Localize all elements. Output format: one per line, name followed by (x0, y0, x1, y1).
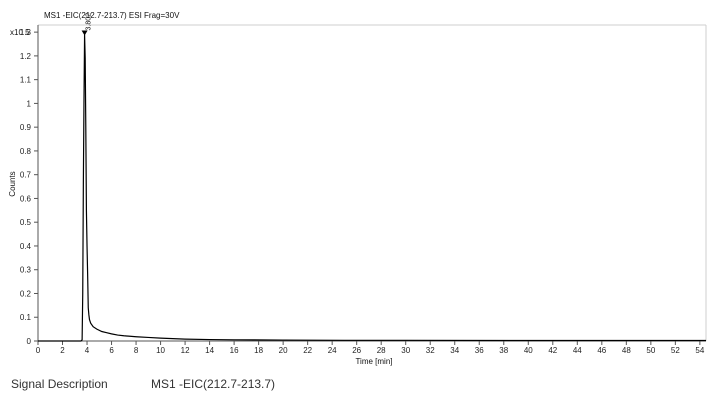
y-tick-label-12: 1.2 (20, 52, 32, 61)
x-tick-label-26: 52 (671, 346, 680, 355)
x-axis-ticks: 0 2 4 6 8 10 12 14 16 18 20 22 24 26 28 30 32 34 36 38 40 42 4… (36, 341, 705, 355)
chart-title: MS1 -EIC(212.7-213.7) ESI Frag=30V (44, 11, 180, 20)
x-tick-label-19: 38 (499, 346, 508, 355)
x-tick-label-24: 48 (622, 346, 631, 355)
x-tick-label-10: 20 (279, 346, 288, 355)
x-tick-label-9: 18 (254, 346, 263, 355)
y-tick-label-8: 0.8 (20, 147, 32, 156)
y-tick-label-10: 1 (27, 99, 32, 108)
eic-trace-line (38, 34, 706, 342)
y-tick-label-0: 0 (27, 337, 32, 346)
x-tick-label-18: 36 (475, 346, 484, 355)
x-axis-label: Time [min] (355, 357, 392, 366)
y-axis-ticks: 0 0.1 0.2 0.3 0.4 0.5 0.6 0.7 0.8 0.9 1 1.1 1.2 1.3 (20, 28, 38, 346)
x-tick-label-23: 46 (597, 346, 606, 355)
y-axis-label: Counts (8, 171, 17, 196)
x-tick-label-12: 24 (328, 346, 337, 355)
peak-annotations: 3.802 (81, 13, 93, 36)
x-tick-label-5: 10 (156, 346, 165, 355)
peak-marker-0 (81, 30, 88, 36)
x-tick-label-20: 40 (524, 346, 533, 355)
x-tick-label-3: 6 (109, 346, 114, 355)
y-tick-label-3: 0.3 (20, 266, 32, 275)
eic-chart: MS1 -EIC(212.7-213.7) ESI Frag=30V x10 5… (8, 11, 707, 366)
x-tick-label-11: 22 (303, 346, 312, 355)
x-tick-label-13: 26 (352, 346, 361, 355)
y-tick-label-13: 1.3 (20, 28, 32, 37)
y-tick-label-11: 1.1 (20, 76, 32, 85)
y-multiplier: x10 5 (10, 28, 30, 37)
x-tick-label-25: 50 (646, 346, 655, 355)
y-tick-label-4: 0.4 (20, 242, 32, 251)
x-tick-label-1: 2 (60, 346, 65, 355)
y-tick-label-6: 0.6 (20, 194, 32, 203)
x-tick-label-15: 30 (401, 346, 410, 355)
peak-label-0: 3.802 (86, 13, 93, 31)
y-tick-label-5: 0.5 (20, 218, 32, 227)
x-tick-label-7: 14 (205, 346, 214, 355)
signal-description-value: MS1 -EIC(212.7-213.7) (151, 377, 276, 391)
x-tick-label-0: 0 (36, 346, 41, 355)
y-tick-label-9: 0.9 (20, 123, 32, 132)
y-tick-label-2: 0.2 (20, 289, 32, 298)
y-tick-label-1: 0.1 (20, 313, 32, 322)
signal-description-label: Signal Description (11, 377, 108, 391)
x-tick-label-4: 8 (134, 346, 139, 355)
x-tick-label-17: 34 (450, 346, 459, 355)
x-tick-label-14: 28 (377, 346, 386, 355)
x-tick-label-27: 54 (695, 346, 704, 355)
x-tick-label-21: 42 (548, 346, 557, 355)
x-tick-label-16: 32 (426, 346, 435, 355)
x-tick-label-6: 12 (181, 346, 190, 355)
y-tick-label-7: 0.7 (20, 171, 32, 180)
x-tick-label-22: 44 (573, 346, 582, 355)
x-tick-label-8: 16 (230, 346, 239, 355)
x-tick-label-2: 4 (85, 346, 90, 355)
